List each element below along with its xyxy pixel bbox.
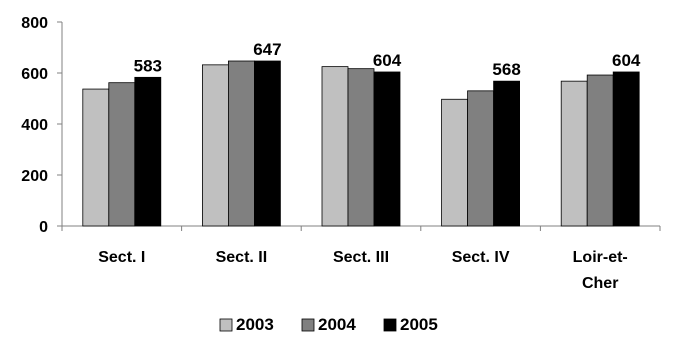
x-category-label: Sect. I [98,249,145,266]
x-category-label: Sect. III [333,249,389,266]
bar-2004 [347,68,375,227]
data-label: 583 [134,56,162,75]
bar-2004 [108,82,136,227]
legend-swatch-2003 [219,318,233,332]
bar-2005 [612,71,640,227]
bar-2003 [82,88,110,227]
bar-2005 [134,76,162,227]
y-tick-label: 600 [21,66,48,83]
x-category-label: Sect. IV [452,249,510,266]
data-label: 647 [253,40,281,59]
x-category-label: Loir-et- [573,249,628,266]
y-tick-label: 0 [39,219,48,236]
y-tick-label: 200 [21,168,48,185]
legend-swatch-2005 [383,318,397,332]
bar-2005 [373,71,401,227]
data-label: 604 [612,51,641,70]
y-tick-label: 800 [21,15,48,32]
legend-label: 2005 [400,315,438,334]
x-category-label: Sect. II [216,249,268,266]
legend-swatch-2004 [301,318,315,332]
data-label: 604 [373,51,402,70]
y-tick-label: 400 [21,117,48,134]
bar-2005 [493,80,521,227]
legend-label: 2003 [236,315,274,334]
legend-label: 2004 [318,315,356,334]
bar-2003 [201,64,229,227]
bar-2004 [586,74,614,227]
bar-2005 [253,60,281,227]
x-category-label: Cher [582,275,618,292]
bar-2003 [560,80,588,227]
data-label: 568 [492,60,520,79]
bar-2003 [441,98,469,227]
bar-2004 [467,90,495,227]
bar-2003 [321,66,349,227]
bar-2004 [227,60,255,227]
